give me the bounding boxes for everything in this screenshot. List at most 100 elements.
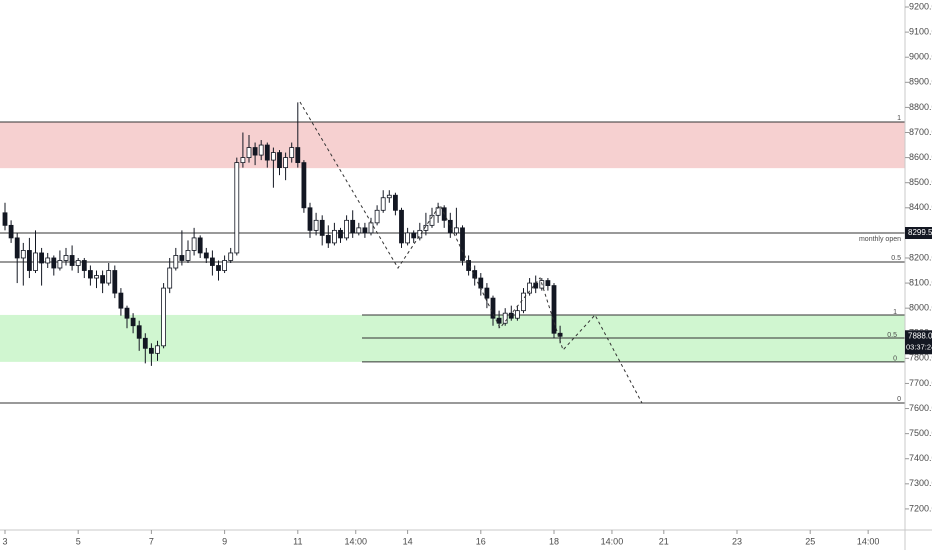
candle-body (545, 280, 551, 286)
candle-body (502, 312, 508, 324)
x-tick-label: 3 (2, 536, 7, 546)
candle-body (478, 277, 484, 289)
candle-body (514, 310, 520, 319)
candle-body (374, 209, 380, 224)
candle-body (57, 260, 63, 269)
price-tag: 8299.5 (908, 228, 932, 237)
candle-body (258, 144, 264, 156)
candle-body (453, 227, 459, 234)
level-label: monthly open (859, 236, 901, 243)
candle-body (356, 227, 362, 234)
candle-body (222, 260, 227, 271)
candle-body (246, 147, 252, 158)
candle-body (8, 224, 14, 239)
x-tick-label: 25 (805, 536, 815, 546)
y-tick-label: 9100.0 (909, 26, 932, 36)
x-tick-label: 16 (476, 536, 486, 546)
candle-body (191, 237, 197, 251)
y-tick-label: 8700.0 (909, 127, 932, 137)
candle-body (484, 287, 490, 299)
candle-body (39, 252, 44, 264)
candle-body (417, 229, 423, 239)
candle-body (368, 222, 374, 234)
candle-body (106, 270, 112, 284)
x-tick-label: 7 (149, 536, 154, 546)
level-label: 1 (897, 115, 901, 122)
candle-body (173, 255, 179, 269)
candle-body (210, 257, 215, 266)
candle-body (460, 227, 465, 261)
candle-body (411, 232, 417, 239)
candle-body (216, 265, 221, 271)
candle-body (33, 252, 38, 271)
candle-body (118, 292, 124, 309)
candle-body (331, 229, 337, 244)
x-tick-label: 14:00 (344, 536, 367, 546)
y-tick-label: 8400.0 (909, 202, 932, 212)
x-tick-label: 5 (76, 536, 81, 546)
level-label: 0.5 (891, 255, 901, 262)
x-tick-label: 21 (659, 536, 669, 546)
candle-body (325, 234, 331, 244)
x-tick-label: 14:00 (601, 536, 624, 546)
candle-body (283, 157, 289, 169)
candle-body (466, 260, 472, 271)
y-tick-label: 7200.0 (909, 503, 932, 513)
candle-body (490, 297, 496, 319)
candle-body (252, 147, 258, 156)
candle-body (161, 287, 166, 347)
candle-body (155, 345, 160, 354)
y-tick-label: 8200.0 (909, 252, 932, 262)
candle-body (344, 219, 349, 239)
candle-body (2, 212, 8, 226)
candle-body (234, 162, 240, 254)
candle-body (27, 250, 32, 271)
candle-body (429, 214, 435, 226)
x-tick-label: 9 (222, 536, 227, 546)
plot: 1 monthly open 0.5 0 1 0.5 0 (0, 102, 905, 404)
candle-body (45, 257, 51, 264)
candle-body (264, 144, 270, 161)
candle-body (20, 250, 26, 259)
fib-label: 1 (893, 309, 897, 316)
x-tick-label: 11 (293, 536, 302, 546)
candle-body (393, 194, 398, 211)
candle-body (142, 337, 148, 349)
candle-body (319, 219, 325, 236)
y-tick-label: 7800.0 (909, 353, 932, 363)
y-tick-label: 9200.0 (909, 1, 932, 11)
candle-body (270, 152, 276, 161)
candle-body (112, 270, 118, 294)
candle-body (179, 255, 185, 261)
x-tick-label: 14 (403, 536, 413, 546)
x-tick-label: 14:00 (857, 536, 880, 546)
candle-body (313, 219, 319, 231)
last-price: 7888.0 (908, 331, 932, 340)
y-tick-label: 8100.0 (909, 277, 932, 287)
candle-body (399, 209, 404, 244)
y-tick-label: 8000.0 (909, 303, 932, 313)
y-tick-label: 7600.0 (909, 403, 932, 413)
candle-body (362, 227, 368, 234)
last-price-box (905, 330, 932, 355)
candle-body (386, 194, 392, 199)
countdown: 03:37:24 (906, 342, 932, 351)
candle-body (148, 347, 154, 354)
y-tick-label: 7700.0 (909, 378, 932, 388)
candle-body (447, 219, 453, 234)
candle-body (87, 270, 93, 279)
candle-body (75, 260, 81, 266)
candle-body (423, 224, 429, 231)
candle-body (94, 275, 99, 279)
candle-body (228, 252, 234, 261)
y-tick-label: 7500.0 (909, 428, 932, 438)
zone (0, 121, 905, 169)
candle-body (136, 325, 142, 339)
projection-path (299, 101, 643, 404)
candle-body (240, 157, 246, 164)
candle-body (307, 207, 313, 231)
price-tag-box (905, 227, 932, 240)
